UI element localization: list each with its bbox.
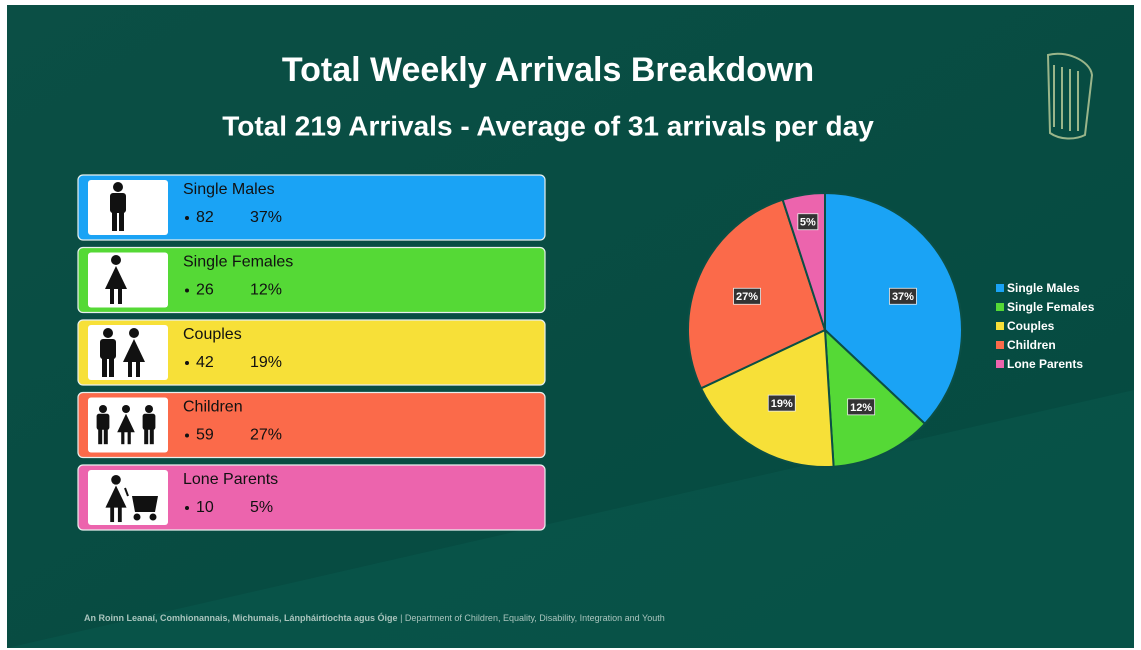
legend-swatch [996, 360, 1004, 368]
card-percent: 27% [250, 427, 282, 444]
card-percent: 37% [250, 209, 282, 226]
data-label: 27% [736, 291, 758, 303]
card-count: 10 [196, 499, 214, 516]
data-label-box [889, 287, 917, 305]
bullet [185, 216, 189, 220]
card-count: 59 [196, 427, 214, 444]
footer: An Roinn Leanaí, Comhionannais, Michumai… [84, 612, 665, 623]
card-percent: 5% [250, 499, 273, 516]
cards: Single Males 82 37% Single Females 26 12% Coup… [77, 174, 546, 531]
subtitle: Total 219 Arrivals - Average of 31 arriv… [222, 110, 874, 141]
footer-english: | Department of Children, Equality, Disa… [400, 613, 665, 623]
legend-label: Children [1007, 338, 1056, 352]
data-label-box [797, 213, 819, 231]
bullet [185, 288, 189, 293]
pie-slice [823, 327, 927, 468]
footer-irish: An Roinn Leanaí, Comhionannais, Michumai… [84, 612, 398, 623]
legend-label: Couples [1007, 319, 1055, 333]
card-label: Single Females [183, 254, 293, 271]
card-label: Couples [183, 326, 242, 343]
data-label-box [767, 394, 796, 412]
card-percent: 19% [250, 354, 282, 371]
data-label: 5% [800, 217, 816, 229]
icons [96, 182, 158, 523]
data-label: 12% [850, 402, 872, 414]
card-count: 26 [196, 282, 214, 299]
card-label: Single Males [183, 181, 275, 198]
icon-box [88, 252, 168, 308]
harp-emblem [1046, 52, 1094, 140]
bullet [185, 433, 189, 438]
card [77, 174, 546, 241]
card [77, 464, 546, 531]
card-percent: 12% [250, 282, 282, 299]
data-label: 19% [771, 398, 793, 410]
data-label-box [733, 287, 761, 305]
pie-slice [699, 328, 835, 468]
data-label-box [847, 398, 876, 416]
card [77, 319, 546, 386]
card-count: 42 [196, 354, 214, 371]
legend-swatch [996, 284, 1004, 292]
card-label: Lone Parents [183, 471, 278, 488]
pie-slice [824, 191, 963, 426]
legend-label: Single Males [1007, 281, 1080, 295]
data-label: 37% [892, 291, 914, 303]
legend-label: Lone Parents [1007, 357, 1083, 371]
icon-box [88, 180, 168, 235]
card-count: 82 [196, 209, 214, 226]
legend-swatch [996, 341, 1004, 349]
legend-label: Single Females [1007, 300, 1095, 314]
title: Total Weekly Arrivals Breakdown [282, 51, 814, 89]
icon-pram [124, 487, 158, 521]
pie-chart: 37% 12% 19% 27% 5% [687, 191, 963, 468]
legend: Single Males Single Females Couples Childre… [996, 281, 1095, 371]
bullet [185, 506, 189, 510]
card [77, 246, 546, 314]
card-label: Children [183, 399, 243, 416]
legend-swatch [996, 322, 1004, 330]
card [77, 391, 546, 459]
bullet [185, 361, 189, 365]
legend-swatch [996, 303, 1004, 311]
